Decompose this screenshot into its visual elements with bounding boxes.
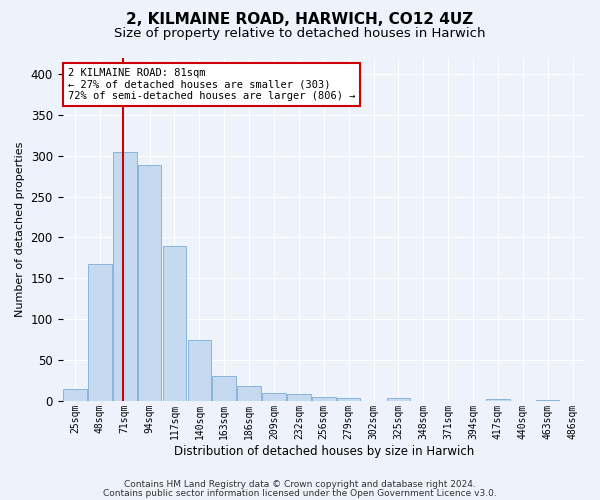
Bar (486, 400, 510, 401)
Bar (163, 246, 187, 401)
Bar (212, 376, 236, 401)
Text: 2 KILMAINE ROAD: 81sqm
← 27% of detached houses are smaller (303)
72% of semi-de: 2 KILMAINE ROAD: 81sqm ← 27% of detached… (68, 68, 355, 101)
Bar (312, 397, 335, 401)
Bar (238, 386, 261, 401)
Bar (262, 392, 286, 401)
Text: Size of property relative to detached houses in Harwich: Size of property relative to detached ho… (114, 28, 486, 40)
Bar (113, 152, 137, 401)
Bar (337, 398, 361, 401)
Bar (188, 340, 211, 401)
Bar (536, 400, 559, 401)
X-axis label: Distribution of detached houses by size in Harwich: Distribution of detached houses by size … (173, 444, 474, 458)
Text: Contains public sector information licensed under the Open Government Licence v3: Contains public sector information licen… (103, 488, 497, 498)
Bar (386, 398, 410, 401)
Y-axis label: Number of detached properties: Number of detached properties (15, 142, 25, 317)
Bar (287, 394, 311, 401)
Bar (138, 166, 161, 401)
Text: Contains HM Land Registry data © Crown copyright and database right 2024.: Contains HM Land Registry data © Crown c… (124, 480, 476, 489)
Text: 2, KILMAINE ROAD, HARWICH, CO12 4UZ: 2, KILMAINE ROAD, HARWICH, CO12 4UZ (127, 12, 473, 28)
Bar (63, 390, 87, 401)
Bar (88, 264, 112, 401)
